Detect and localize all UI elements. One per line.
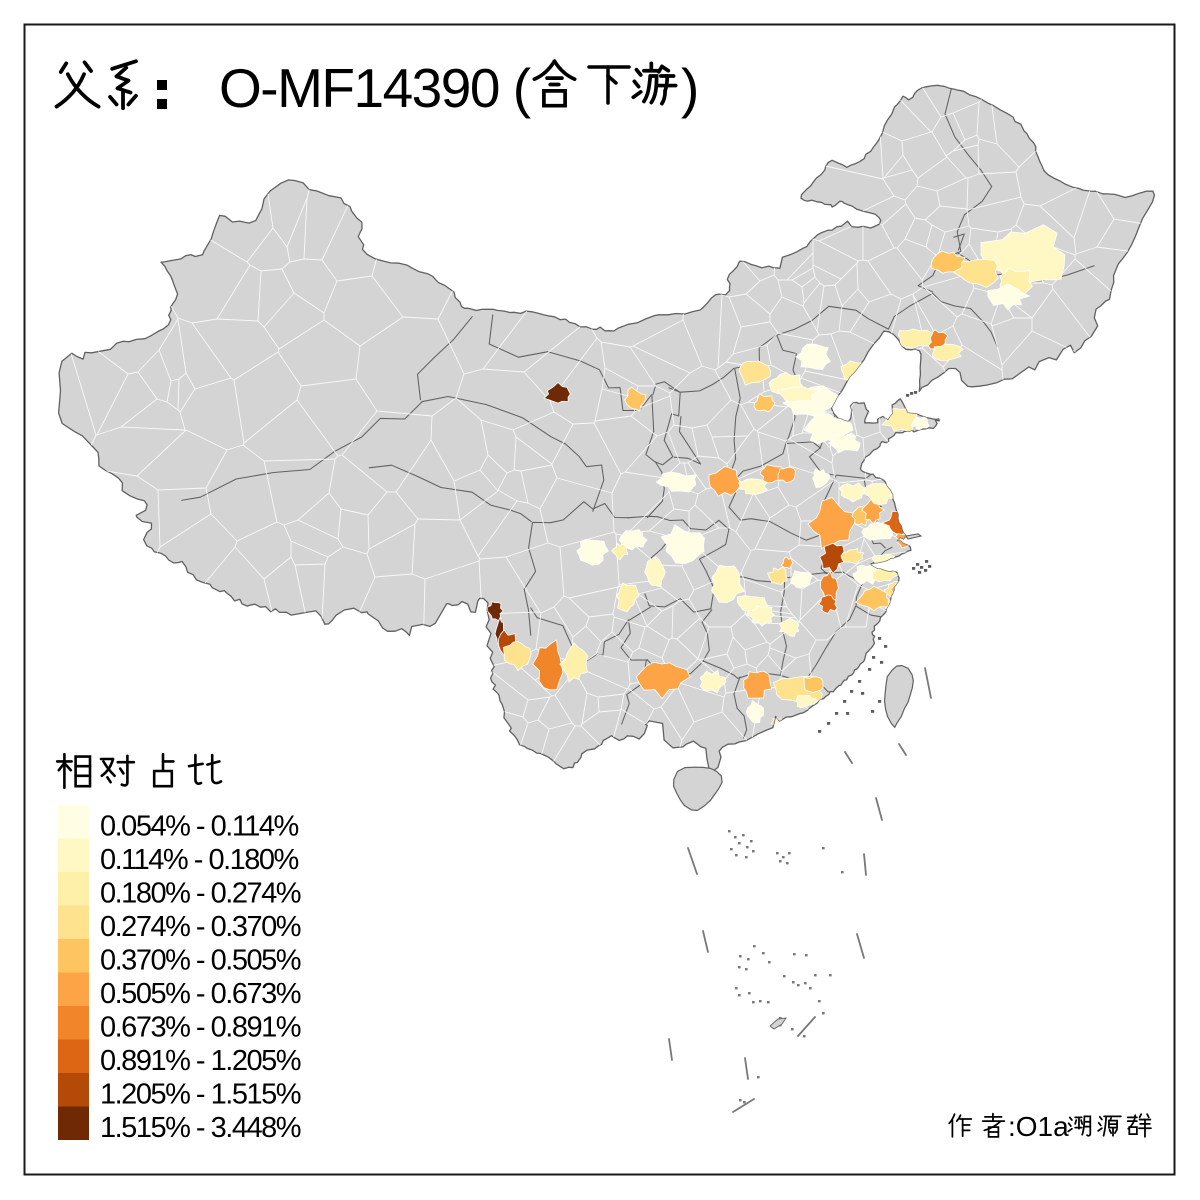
svg-text:0.274% - 0.370%: 0.274% - 0.370%: [100, 911, 301, 943]
svg-text:0.114% - 0.180%: 0.114% - 0.180%: [100, 844, 299, 876]
svg-text::O1a: :O1a: [1008, 1111, 1069, 1142]
svg-text:0.370% - 0.505%: 0.370% - 0.505%: [100, 945, 301, 977]
svg-text:1.205% - 1.515%: 1.205% - 1.515%: [100, 1079, 301, 1111]
svg-text:0.505% - 0.673%: 0.505% - 0.673%: [100, 978, 301, 1010]
svg-text:0.891% - 1.205%: 0.891% - 1.205%: [100, 1045, 301, 1077]
svg-text:0.054% - 0.114%: 0.054% - 0.114%: [100, 811, 299, 843]
svg-text:0.673% - 0.891%: 0.673% - 0.891%: [100, 1012, 301, 1044]
svg-text:0.180% - 0.274%: 0.180% - 0.274%: [100, 878, 301, 910]
svg-text:1.515% - 3.448%: 1.515% - 3.448%: [100, 1112, 301, 1144]
svg-text:): ): [681, 57, 699, 119]
svg-text:O-MF14390 (: O-MF14390 (: [219, 57, 531, 119]
